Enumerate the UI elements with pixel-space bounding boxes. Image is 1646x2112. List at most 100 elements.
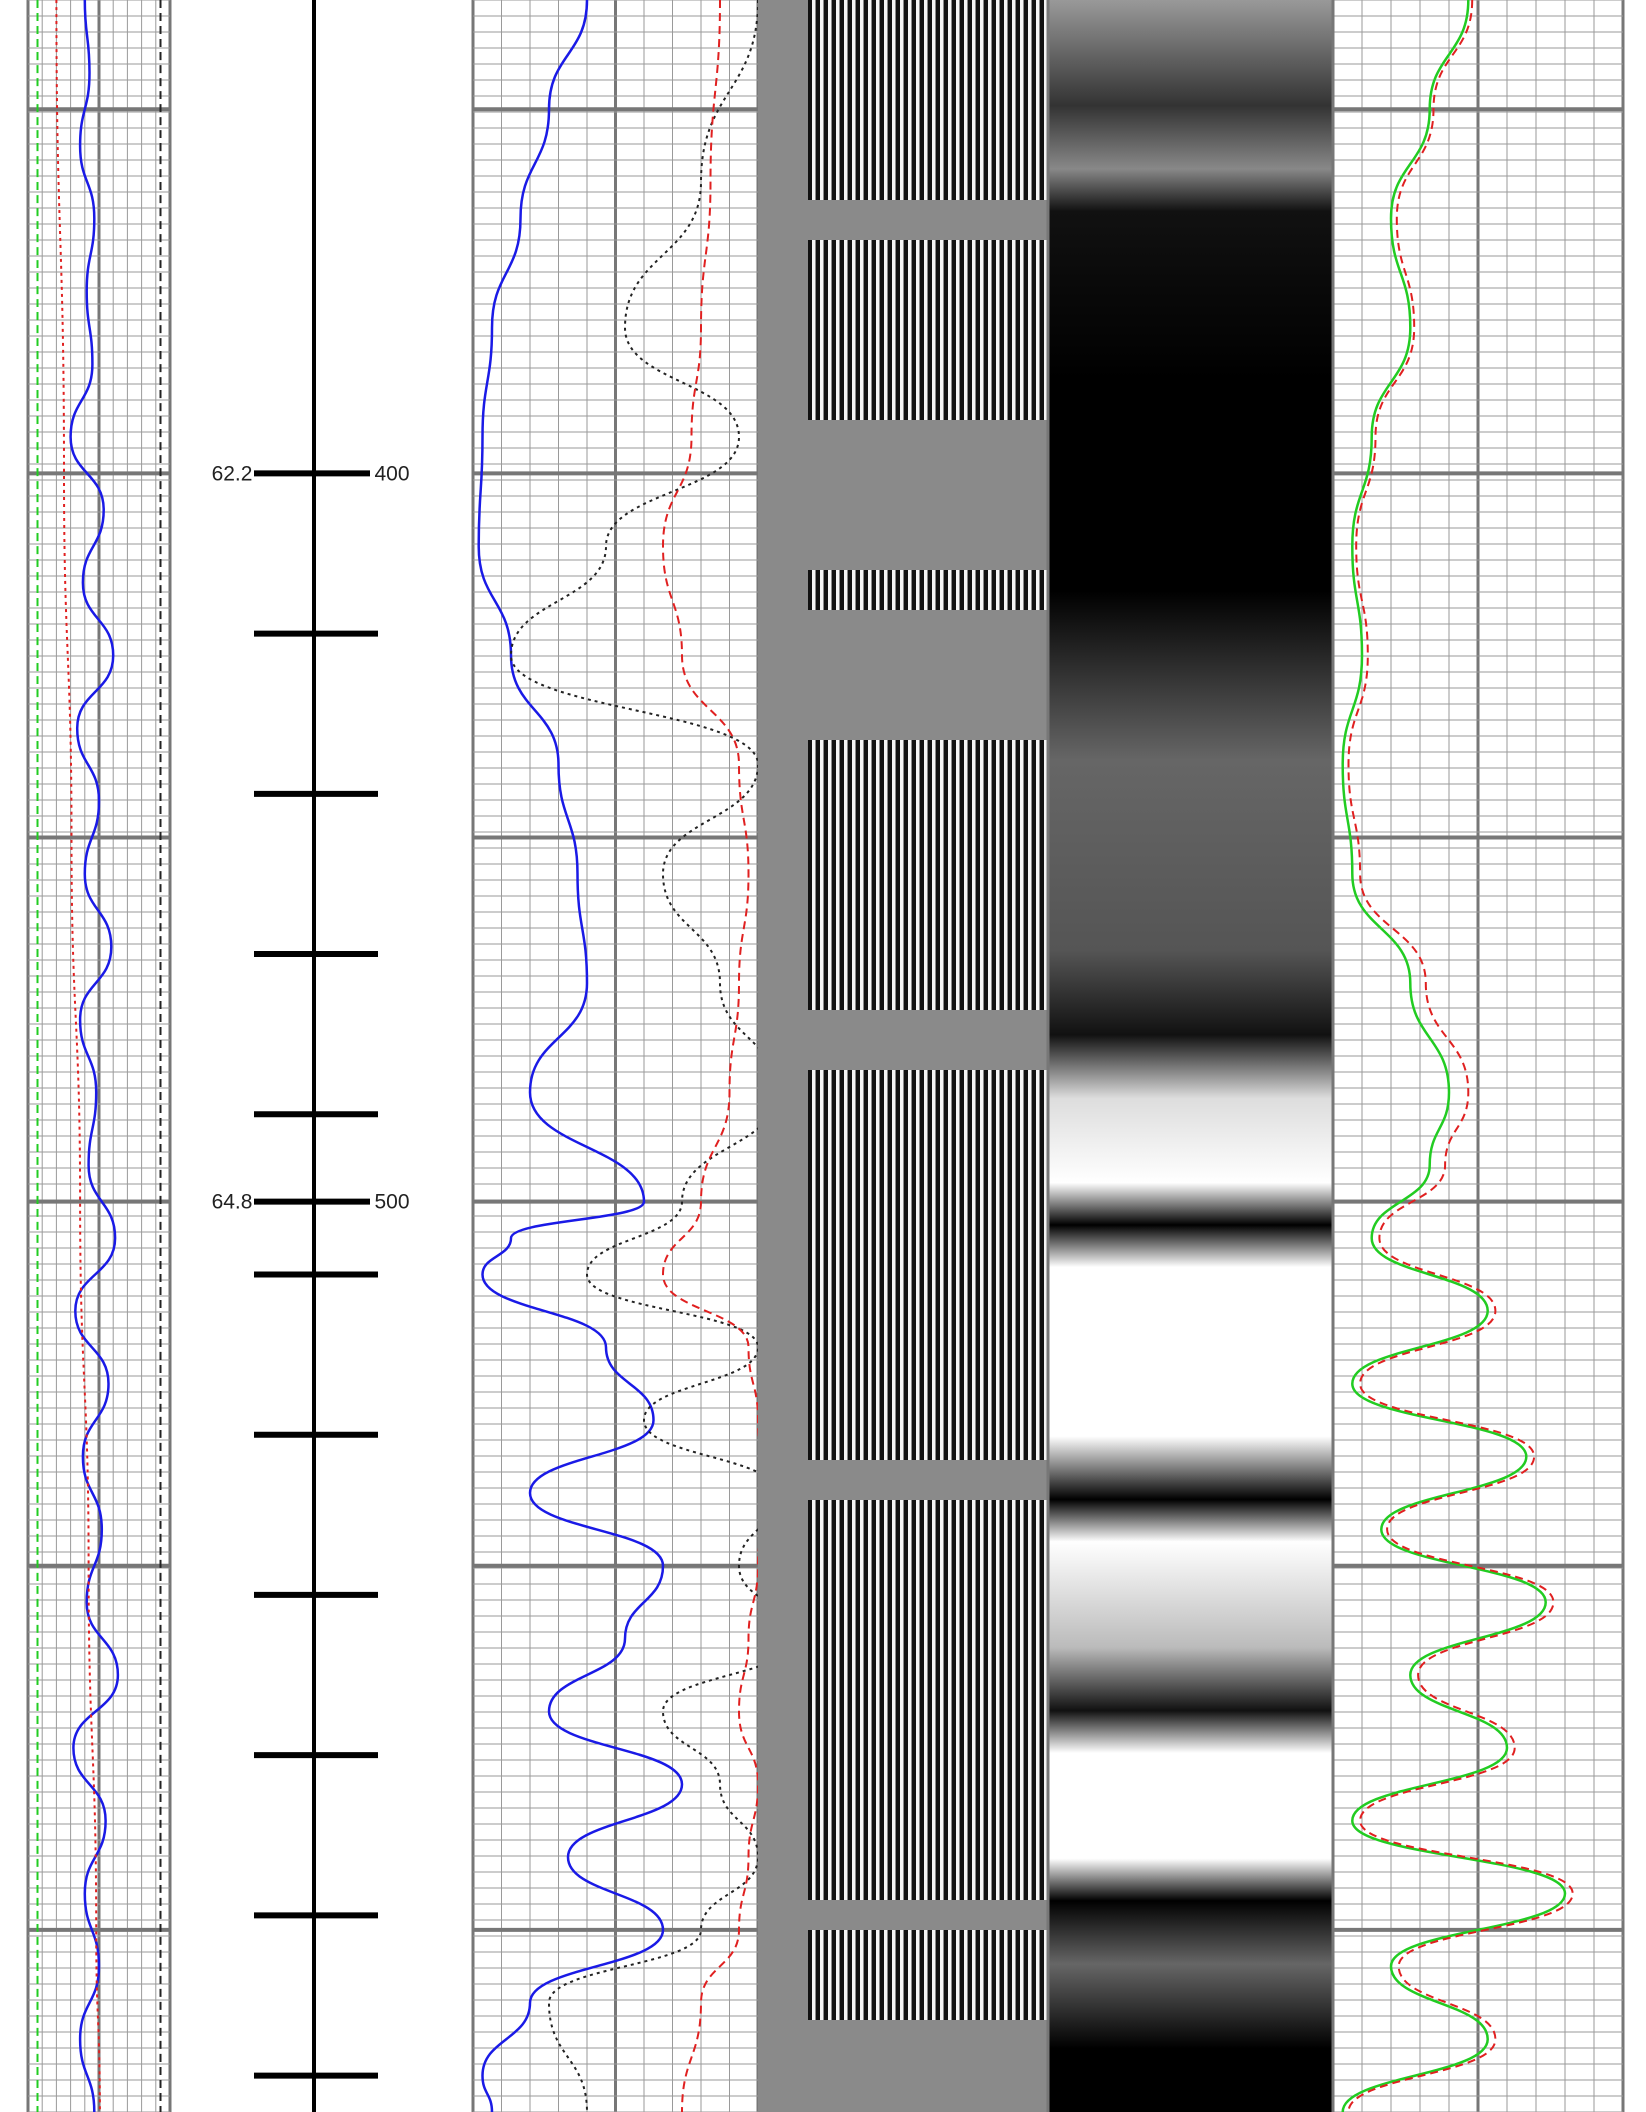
wiggle-trace — [824, 0, 828, 200]
wiggle-trace-fill — [1012, 240, 1015, 420]
wiggle-trace-fill — [940, 1500, 943, 1900]
wiggle-trace-fill — [940, 0, 943, 200]
depth-value-label: 64.8 — [212, 1191, 253, 1214]
wiggle-trace-fill — [852, 570, 855, 610]
wiggle-trace — [1024, 1500, 1028, 1900]
wiggle-trace — [816, 240, 820, 420]
wiggle-trace — [896, 1500, 900, 1900]
wiggle-trace — [888, 740, 892, 1010]
wiggle-trace-fill — [868, 240, 871, 420]
wiggle-trace-fill — [908, 740, 911, 1010]
wiggle-trace-fill — [892, 740, 895, 1010]
wiggle-trace-fill — [860, 570, 863, 610]
wiggle-trace — [848, 570, 852, 610]
wiggle-trace-fill — [1028, 1930, 1031, 2020]
wiggle-trace-fill — [884, 0, 887, 200]
wiggle-trace-fill — [876, 1070, 879, 1460]
wiggle-trace-fill — [1020, 1930, 1023, 2020]
wiggle-trace-fill — [956, 740, 959, 1010]
wiggle-trace-fill — [868, 740, 871, 1010]
wiggle-trace — [1032, 1500, 1036, 1900]
wiggle-trace-fill — [812, 1070, 815, 1460]
wiggle-trace-fill — [892, 1500, 895, 1900]
wiggle-trace-fill — [1044, 1070, 1047, 1460]
wiggle-trace — [816, 0, 820, 200]
wiggle-trace-fill — [1004, 740, 1007, 1010]
wiggle-trace — [840, 570, 844, 610]
wiggle-trace-fill — [964, 1930, 967, 2020]
wiggle-trace — [1000, 1500, 1004, 1900]
wiggle-trace-fill — [1004, 570, 1007, 610]
wiggle-trace — [1000, 570, 1004, 610]
wiggle-trace — [1008, 1500, 1012, 1900]
wiggle-trace — [832, 240, 836, 420]
wiggle-trace-fill — [836, 1930, 839, 2020]
wiggle-trace-fill — [852, 1070, 855, 1460]
wiggle-trace — [976, 1930, 980, 2020]
wiggle-trace — [848, 240, 852, 420]
wiggle-trace-fill — [820, 1070, 823, 1460]
wiggle-trace-fill — [884, 1070, 887, 1460]
depth-label-bg — [370, 459, 420, 488]
wiggle-trace-fill — [980, 740, 983, 1010]
wiggle-trace — [808, 570, 812, 610]
wiggle-trace — [1008, 240, 1012, 420]
wiggle-trace — [1008, 1070, 1012, 1460]
wiggle-trace — [936, 0, 940, 200]
wiggle-trace — [920, 240, 924, 420]
wiggle-trace-fill — [876, 240, 879, 420]
wiggle-trace-fill — [972, 0, 975, 200]
wiggle-trace — [888, 1500, 892, 1900]
wiggle-trace-fill — [868, 570, 871, 610]
wiggle-trace-fill — [980, 1500, 983, 1900]
wiggle-trace — [816, 570, 820, 610]
wiggle-trace — [824, 240, 828, 420]
wiggle-trace — [856, 740, 860, 1010]
wiggle-trace — [808, 1930, 812, 2020]
wiggle-trace-fill — [956, 1070, 959, 1460]
wiggle-trace-fill — [924, 0, 927, 200]
wiggle-trace-fill — [916, 0, 919, 200]
wiggle-trace — [896, 0, 900, 200]
wiggle-trace-fill — [980, 240, 983, 420]
track-grid-2 — [471, 0, 760, 2112]
wiggle-trace — [872, 740, 876, 1010]
wiggle-trace-fill — [948, 740, 951, 1010]
track-3-curves — [1341, 0, 1574, 2112]
wiggle-trace — [912, 1070, 916, 1460]
track-2-series-3 — [661, 0, 769, 2112]
wiggle-trace-fill — [1004, 240, 1007, 420]
wiggle-trace — [864, 0, 868, 200]
wiggle-trace — [992, 1500, 996, 1900]
wiggle-trace-fill — [916, 1500, 919, 1900]
wiggle-trace — [992, 1070, 996, 1460]
wiggle-trace-fill — [908, 1930, 911, 2020]
wiggle-trace — [920, 740, 924, 1010]
wiggle-trace-fill — [884, 570, 887, 610]
wiggle-trace-fill — [844, 570, 847, 610]
wiggle-trace — [936, 740, 940, 1010]
wiggle-trace — [808, 740, 812, 1010]
wiggle-trace-fill — [836, 740, 839, 1010]
track-1-series-1 — [69, 0, 120, 2112]
wiggle-trace — [1024, 0, 1028, 200]
wiggle-trace-fill — [916, 1930, 919, 2020]
wiggle-trace — [920, 1930, 924, 2020]
wiggle-trace-fill — [836, 240, 839, 420]
wiggle-trace-fill — [852, 240, 855, 420]
wiggle-trace — [1040, 0, 1044, 200]
wiggle-trace-fill — [996, 740, 999, 1010]
wiggle-trace — [1008, 0, 1012, 200]
wiggle-trace-fill — [940, 240, 943, 420]
wiggle-trace-fill — [1028, 240, 1031, 420]
wiggle-trace-fill — [844, 740, 847, 1010]
wiggle-trace-fill — [964, 1070, 967, 1460]
wiggle-trace-fill — [996, 240, 999, 420]
wiggle-trace-fill — [964, 740, 967, 1010]
wiggle-trace — [864, 570, 868, 610]
wiggle-trace-fill — [1028, 570, 1031, 610]
wiggle-trace — [872, 1930, 876, 2020]
value-label-bg — [200, 1187, 252, 1216]
wiggle-trace-fill — [924, 240, 927, 420]
wiggle-trace-fill — [956, 1930, 959, 2020]
